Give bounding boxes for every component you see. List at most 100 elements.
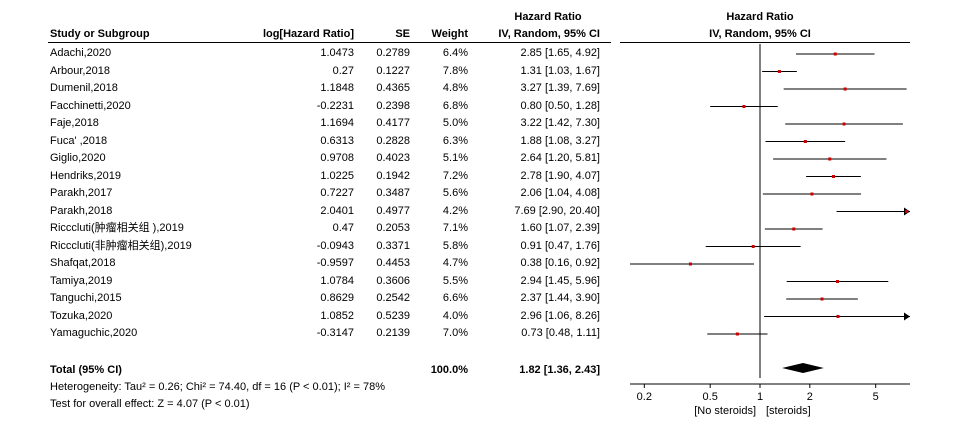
point-estimate [836, 280, 840, 283]
study-name: Arbour,2018 [50, 64, 110, 77]
hr-header-left: Hazard Ratio [514, 11, 582, 23]
point-estimate [810, 192, 814, 196]
study-name: Adachi,2020 [50, 47, 112, 59]
heterogeneity-text: Heterogeneity: Tau² = 0.26; Chi² = 74.40… [50, 381, 385, 393]
x-tick-label: 0.5 [703, 391, 718, 403]
study-weight: 4.8% [442, 82, 468, 94]
study-ci: 2.78 [1.90, 4.07] [520, 169, 600, 182]
study-se: 0.4365 [376, 82, 410, 94]
study-name: Tamiya,2019 [50, 274, 113, 287]
header-rule [48, 42, 611, 43]
total-label: Total (95% CI) [50, 364, 122, 376]
study-weight: 5.6% [442, 187, 468, 199]
study-name: Facchinetti,2020 [50, 99, 131, 112]
study-loghr: 0.27 [332, 64, 354, 77]
study-loghr: 1.0784 [320, 274, 354, 287]
study-name: Parakh,2017 [50, 187, 113, 199]
study-se: 0.4177 [376, 117, 410, 129]
study-weight: 6.6% [442, 292, 468, 304]
study-ci: 2.06 [1.04, 4.08] [520, 187, 600, 199]
loghr-header: log[Hazard Ratio] [262, 28, 354, 40]
study-loghr: 1.1694 [320, 117, 354, 129]
study-se: 0.2053 [376, 222, 410, 234]
method-header-left: IV, Random, 95% CI [498, 28, 600, 40]
study-loghr: -0.3147 [316, 327, 354, 339]
study-weight: 4.2% [442, 204, 468, 217]
study-name: Parakh,2018 [50, 204, 113, 217]
x-tick-label: 1 [757, 391, 763, 403]
study-se: 0.2828 [376, 134, 410, 147]
study-ci: 2.94 [1.45, 5.96] [520, 274, 600, 287]
study-loghr: -0.0943 [316, 239, 354, 252]
study-se: 0.4453 [376, 257, 410, 269]
study-name: Fuca' ,2018 [50, 134, 108, 147]
study-name: Shafqat,2018 [50, 257, 116, 269]
study-se: 0.1942 [376, 169, 410, 182]
point-estimate [833, 52, 837, 56]
study-ci: 1.31 [1.03, 1.67] [520, 64, 600, 77]
point-estimate [831, 175, 835, 178]
study-loghr: 0.7227 [320, 187, 354, 199]
x-tick-label: 2 [807, 391, 813, 403]
method-header-right: IV, Random, 95% CI [709, 28, 811, 40]
point-estimate [792, 227, 796, 231]
study-loghr: 1.1848 [320, 82, 354, 94]
study-se: 0.5239 [376, 309, 410, 322]
study-header: Study or Subgroup [50, 28, 150, 40]
axis-caption-left: [No steroids] [694, 405, 756, 417]
study-se: 0.2139 [376, 327, 410, 339]
study-weight: 4.0% [442, 309, 468, 322]
study-loghr: 0.47 [332, 222, 354, 234]
study-weight: 6.3% [442, 134, 468, 147]
study-ci: 2.85 [1.65, 4.92] [520, 47, 600, 59]
study-name: Yamaguchic,2020 [50, 327, 138, 339]
study-weight: 7.8% [442, 64, 468, 77]
point-estimate [751, 245, 755, 248]
study-weight: 7.1% [442, 222, 468, 234]
study-name: Dumenil,2018 [50, 82, 118, 94]
study-name: Faje,2018 [50, 117, 99, 129]
axis-caption-right: [steroids] [766, 405, 811, 417]
study-loghr: 2.0401 [320, 204, 354, 217]
study-ci: 0.38 [0.16, 0.92] [520, 257, 600, 269]
study-loghr: 0.6313 [320, 134, 354, 147]
study-se: 0.2542 [376, 292, 410, 304]
study-se: 0.1227 [376, 64, 410, 77]
point-estimate [843, 87, 847, 91]
x-tick-label: 5 [873, 391, 879, 403]
ci-arrow [904, 312, 910, 321]
study-ci: 3.22 [1.42, 7.30] [520, 117, 600, 129]
study-se: 0.3606 [376, 274, 410, 287]
point-estimate [820, 297, 824, 301]
study-ci: 1.60 [1.07, 2.39] [520, 222, 600, 234]
study-weight: 5.8% [442, 239, 468, 252]
study-ci: 2.96 [1.06, 8.26] [520, 309, 600, 322]
point-estimate [735, 332, 739, 336]
study-ci: 0.91 [0.47, 1.76] [520, 239, 600, 252]
study-weight: 5.5% [442, 274, 468, 287]
study-name: Ricccluti(非肿瘤相关组),2019 [50, 239, 192, 252]
study-se: 0.3371 [376, 239, 410, 252]
study-se: 0.2398 [376, 99, 410, 112]
x-tick-label: 0.2 [637, 391, 652, 403]
study-se: 0.3487 [376, 187, 410, 199]
study-ci: 1.88 [1.08, 3.27] [520, 134, 600, 147]
study-name: Ricccluti(肿瘤相关组 ),2019 [50, 222, 184, 234]
hr-header-right: Hazard Ratio [726, 11, 794, 23]
study-name: Hendriks,2019 [50, 169, 121, 182]
study-loghr: 0.9708 [320, 152, 354, 164]
study-ci: 2.37 [1.44, 3.90] [520, 292, 600, 304]
study-weight: 7.0% [442, 327, 468, 339]
summary-diamond [782, 363, 824, 373]
point-estimate [836, 315, 840, 318]
study-se: 0.4977 [376, 204, 410, 217]
point-estimate [803, 140, 807, 143]
header-rule-right [620, 42, 910, 43]
point-estimate [777, 70, 781, 73]
study-ci: 2.64 [1.20, 5.81] [520, 152, 600, 164]
study-loghr: 1.0473 [320, 47, 354, 59]
study-weight: 5.1% [442, 152, 468, 164]
study-ci: 0.80 [0.50, 1.28] [520, 99, 600, 112]
study-name: Tozuka,2020 [50, 309, 113, 322]
